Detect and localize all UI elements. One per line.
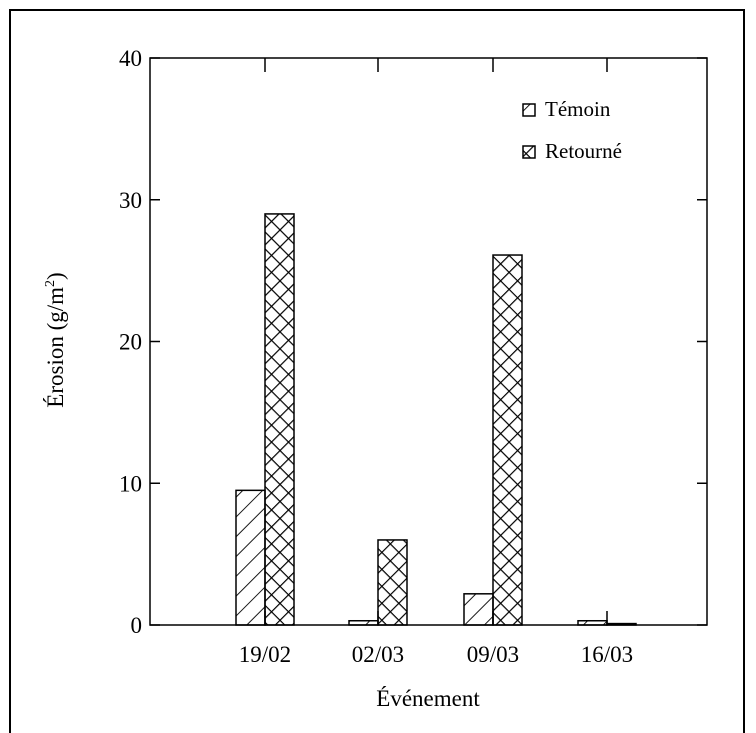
- plot-area: [149, 57, 708, 626]
- y-tick-label: 20: [119, 330, 142, 355]
- y-axis-label: Érosion (g/m2): [43, 272, 68, 407]
- legend: Témoin Retourné: [522, 97, 622, 163]
- legend-label-retourne: Retourné: [545, 139, 622, 163]
- bar-retourne-02-03: [377, 539, 408, 626]
- y-axis: 0 10 20 30 40: [119, 46, 707, 638]
- y-tick-label: 10: [119, 471, 142, 496]
- x-tick-label: 16/03: [581, 642, 633, 667]
- bar-temoin-02-03: [348, 619, 379, 626]
- x-axis-label: Événement: [376, 686, 480, 711]
- y-tick-label: 0: [131, 613, 143, 638]
- y-tick-label: 40: [119, 46, 142, 71]
- legend-label-temoin: Témoin: [545, 97, 611, 121]
- bar-temoin-19-02: [235, 489, 266, 626]
- x-tick-label: 02/03: [352, 642, 404, 667]
- bars: [235, 213, 637, 626]
- bar-retourne-09-03: [492, 254, 523, 626]
- x-axis: 19/02 02/03 09/03 16/03: [239, 58, 633, 667]
- y-axis-label-main: Érosion (g/m: [43, 287, 68, 408]
- figure-frame: [9, 9, 745, 733]
- x-tick-label: 09/03: [467, 642, 519, 667]
- legend-swatch-temoin: [522, 103, 536, 117]
- bar-temoin-16-03: [577, 619, 608, 626]
- bar-temoin-09-03: [463, 593, 494, 626]
- y-axis-label-sup: 2: [43, 280, 58, 287]
- x-tick-label: 19/02: [239, 642, 291, 667]
- y-axis-label-close: ): [43, 272, 68, 280]
- bar-retourne-19-02: [264, 213, 295, 626]
- legend-swatch-retourne: [522, 145, 536, 159]
- bar-retourne-16-03: [606, 622, 637, 626]
- y-tick-label: 30: [119, 188, 142, 213]
